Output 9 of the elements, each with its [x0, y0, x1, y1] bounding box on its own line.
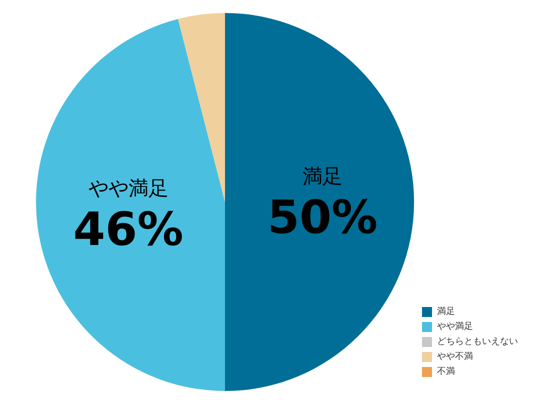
data-label: 46%: [73, 202, 184, 256]
legend-label: やや不満: [437, 351, 473, 362]
legend-label: やや満足: [437, 321, 473, 332]
legend-label: 不満: [437, 366, 455, 377]
data-label: 50%: [267, 190, 378, 244]
slice-label: 満足: [302, 164, 342, 188]
legend-label: どちらともいえない: [437, 337, 518, 347]
legend-label: 満足: [437, 306, 455, 317]
slice-label: やや満足: [88, 176, 168, 200]
